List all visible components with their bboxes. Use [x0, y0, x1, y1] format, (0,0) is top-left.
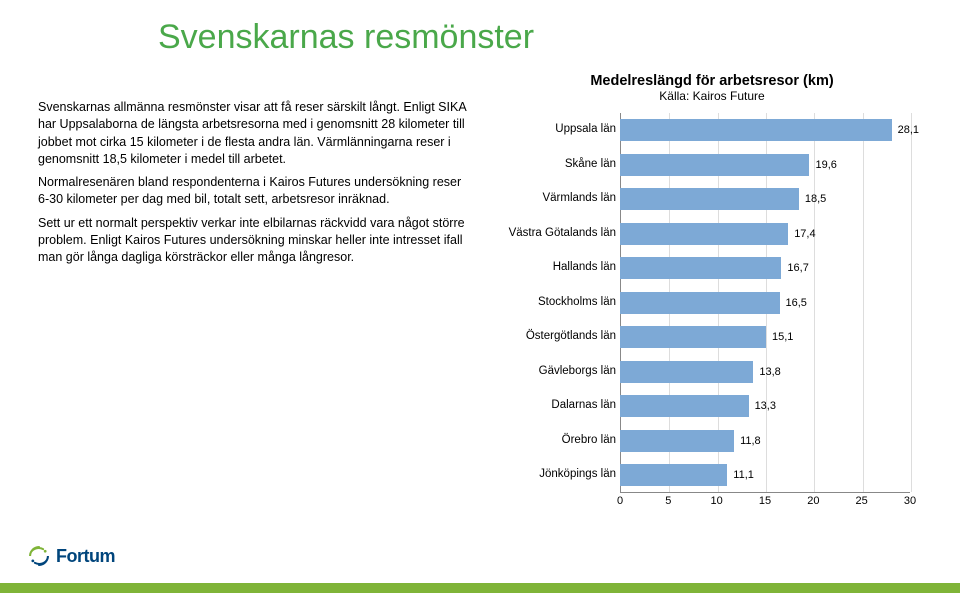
- paragraph-3: Sett ur ett normalt perspektiv verkar in…: [38, 215, 468, 267]
- chart-title: Medelreslängd för arbetsresor (km): [492, 73, 932, 89]
- bar-value: 28,1: [898, 124, 919, 136]
- paragraph-2: Normalresenären bland respondenterna i K…: [38, 174, 468, 209]
- bar: [620, 430, 734, 452]
- bar: [620, 464, 727, 486]
- logo: Fortum: [28, 545, 115, 567]
- gridline: [863, 113, 864, 492]
- chart-panel: Medelreslängd för arbetsresor (km) Källa…: [492, 73, 932, 529]
- paragraph-1: Svenskarnas allmänna resmönster visar at…: [38, 99, 468, 168]
- bar: [620, 395, 749, 417]
- text-column: Svenskarnas allmänna resmönster visar at…: [38, 73, 468, 529]
- bar-label: Västra Götalands län: [492, 227, 616, 239]
- bar-value: 13,8: [759, 366, 780, 378]
- bar: [620, 223, 788, 245]
- bar-value: 16,5: [786, 297, 807, 309]
- bar-label: Örebro län: [492, 434, 616, 446]
- bar-label: Skåne län: [492, 158, 616, 170]
- bar-label: Jönköpings län: [492, 468, 616, 480]
- bar-label: Östergötlands län: [492, 330, 616, 342]
- x-tick: 15: [759, 495, 771, 507]
- chart-subtitle: Källa: Kairos Future: [492, 89, 932, 103]
- bar-label: Dalarnas län: [492, 399, 616, 411]
- bar: [620, 154, 809, 176]
- x-tick: 5: [665, 495, 671, 507]
- bar: [620, 119, 892, 141]
- logo-swirl-icon: [28, 545, 50, 567]
- page-title: Svenskarnas resmönster: [158, 18, 932, 57]
- bar-value: 11,8: [740, 435, 761, 447]
- bar: [620, 292, 780, 314]
- bar-label: Stockholms län: [492, 296, 616, 308]
- x-tick: 10: [711, 495, 723, 507]
- bar: [620, 361, 753, 383]
- bar-value: 15,1: [772, 331, 793, 343]
- bar-value: 11,1: [733, 469, 754, 481]
- slide: Svenskarnas resmönster Svenskarnas allmä…: [0, 0, 960, 593]
- bar-label: Gävleborgs län: [492, 365, 616, 377]
- bar-label: Hallands län: [492, 261, 616, 273]
- bar: [620, 188, 799, 210]
- bar-value: 16,7: [787, 262, 808, 274]
- bar-value: 13,3: [755, 400, 776, 412]
- content-row: Svenskarnas allmänna resmönster visar at…: [38, 73, 932, 529]
- bar-value: 17,4: [794, 228, 815, 240]
- x-tick: 0: [617, 495, 623, 507]
- bar-value: 18,5: [805, 193, 826, 205]
- bar-label: Värmlands län: [492, 192, 616, 204]
- bar-value: 19,6: [815, 159, 836, 171]
- bar: [620, 326, 766, 348]
- x-tick: 30: [904, 495, 916, 507]
- x-tick: 25: [856, 495, 868, 507]
- bar-chart: Uppsala län 28,1 Skåne län 19,6 Värmlands lä…: [492, 109, 932, 529]
- bar-label: Uppsala län: [492, 123, 616, 135]
- x-tick: 20: [807, 495, 819, 507]
- bar: [620, 257, 781, 279]
- logo-text: Fortum: [56, 546, 115, 567]
- gridline: [911, 113, 912, 492]
